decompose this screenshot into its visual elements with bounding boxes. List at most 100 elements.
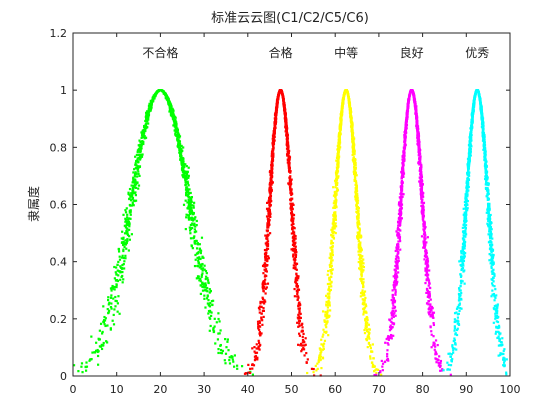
cloud-drop bbox=[124, 211, 128, 214]
cloud-drop bbox=[168, 104, 171, 107]
cloud-drop bbox=[168, 110, 171, 113]
cloud-drop bbox=[284, 124, 287, 127]
cloud-drop bbox=[356, 237, 360, 240]
cloud-drop bbox=[298, 320, 301, 323]
cloud-drop bbox=[365, 326, 368, 329]
cloud-drop bbox=[323, 319, 326, 322]
cloud-drop bbox=[109, 287, 113, 290]
cloud-drop bbox=[428, 281, 431, 284]
cloud-drop bbox=[360, 248, 363, 251]
cloud-drop bbox=[285, 140, 289, 144]
cloud-drop bbox=[294, 279, 297, 282]
cloud-drop bbox=[336, 165, 340, 169]
cloud-drop bbox=[201, 283, 204, 286]
cloud-drop bbox=[185, 186, 188, 189]
series-4-drops bbox=[373, 89, 452, 377]
cloud-drop bbox=[449, 373, 452, 376]
cloud-drop bbox=[359, 262, 362, 265]
cloud-drop bbox=[327, 334, 330, 337]
cloud-drop bbox=[149, 101, 153, 104]
cloud-drop bbox=[212, 330, 216, 333]
cloud-drop bbox=[428, 292, 431, 296]
cloud-drop bbox=[351, 144, 354, 148]
cloud-drop bbox=[271, 155, 275, 158]
cloud-drop bbox=[253, 350, 256, 353]
cloud-drop bbox=[356, 197, 359, 200]
cloud-drop bbox=[375, 372, 378, 375]
cloud-drop bbox=[328, 277, 331, 280]
cloud-drop bbox=[208, 316, 211, 319]
cloud-drop bbox=[259, 333, 262, 337]
cloud-drop bbox=[349, 107, 352, 110]
cloud-drop bbox=[362, 293, 365, 296]
cloud-drop bbox=[355, 188, 358, 191]
cloud-drop bbox=[198, 243, 201, 246]
cloud-drop bbox=[189, 196, 192, 199]
cloud-drop bbox=[171, 116, 175, 120]
cloud-drop bbox=[258, 331, 262, 334]
cloud-drop bbox=[335, 174, 338, 177]
cloud-drop bbox=[299, 316, 302, 320]
cloud-drop bbox=[433, 348, 436, 351]
cloud-drop bbox=[261, 296, 264, 299]
cloud-drop bbox=[374, 369, 377, 372]
cloud-drop bbox=[267, 221, 270, 224]
cloud-drop bbox=[317, 360, 320, 364]
cloud-drop bbox=[317, 359, 320, 362]
cloud-drop bbox=[390, 311, 393, 315]
cloud-drop bbox=[424, 243, 427, 246]
cloud-drop bbox=[326, 296, 329, 299]
cloud-drop bbox=[290, 223, 293, 227]
cloud-drop bbox=[187, 166, 190, 169]
cloud-drop bbox=[380, 359, 383, 363]
cloud-drop bbox=[328, 297, 331, 300]
cloud-drop bbox=[265, 237, 268, 240]
cloud-drop bbox=[269, 195, 272, 198]
cloud-drop bbox=[362, 301, 365, 304]
cloud-drop bbox=[149, 103, 152, 106]
cloud-drop bbox=[312, 367, 315, 371]
cloud-drop bbox=[154, 94, 157, 97]
cloud-drop bbox=[177, 143, 181, 146]
cloud-drop bbox=[329, 265, 332, 269]
cloud-drop bbox=[206, 286, 209, 290]
cloud-drop bbox=[115, 273, 118, 276]
cloud-drop bbox=[218, 332, 221, 335]
cloud-drop bbox=[300, 350, 303, 353]
cloud-drop bbox=[102, 341, 105, 345]
cloud-drop bbox=[392, 334, 395, 337]
cloud-drop bbox=[128, 235, 131, 238]
cloud-drop bbox=[121, 230, 124, 233]
cloud-drop bbox=[103, 323, 106, 326]
cloud-drop bbox=[256, 357, 259, 360]
cloud-drop bbox=[116, 310, 119, 313]
cloud-drop bbox=[354, 163, 357, 167]
cloud-drop bbox=[216, 338, 220, 341]
cloud-drop bbox=[178, 140, 182, 143]
cloud-drop bbox=[293, 287, 296, 291]
cloud-drop bbox=[142, 132, 146, 135]
cloud-drop bbox=[190, 223, 193, 227]
cloud-drop bbox=[340, 112, 343, 115]
cloud-drop bbox=[123, 224, 126, 227]
cloud-drop bbox=[391, 296, 394, 299]
cloud-drop bbox=[133, 168, 136, 171]
cloud-drop bbox=[173, 120, 176, 123]
cloud-drop bbox=[210, 314, 213, 318]
cloud-drop bbox=[186, 194, 189, 197]
cloud-drop bbox=[128, 222, 131, 225]
cloud-drop bbox=[93, 351, 97, 354]
cloud-drop bbox=[432, 341, 435, 344]
cloud-drop bbox=[365, 328, 369, 331]
cloud-drop bbox=[189, 199, 193, 202]
cloud-drop bbox=[355, 203, 358, 206]
cloud-drop bbox=[270, 174, 274, 177]
cloud-drop bbox=[322, 345, 325, 348]
cloud-drop bbox=[289, 190, 293, 193]
cloud-drop bbox=[98, 345, 101, 348]
cloud-drop bbox=[329, 283, 332, 286]
cloud-drop bbox=[338, 127, 342, 130]
cloud-drop bbox=[192, 217, 195, 220]
cloud-drop bbox=[135, 183, 138, 186]
cloud-drop bbox=[268, 183, 271, 186]
